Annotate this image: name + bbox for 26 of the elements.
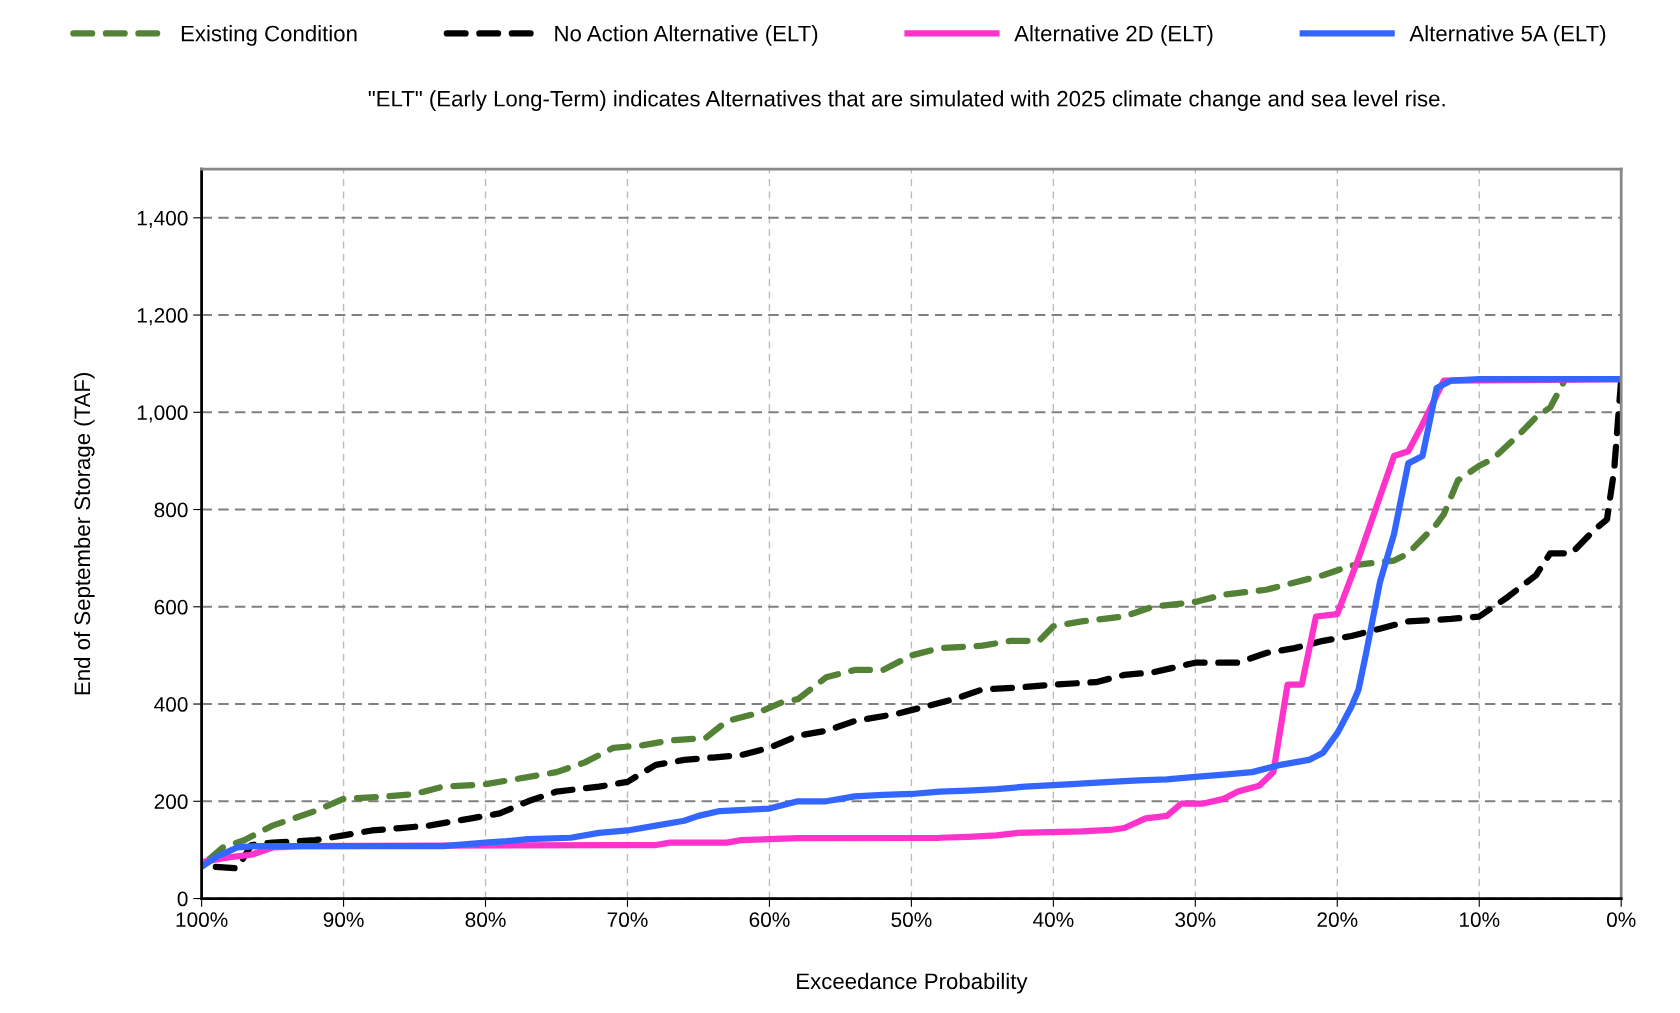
y-tick-label: 0 (177, 891, 188, 907)
y-tick-label: 400 (154, 697, 188, 712)
y-tick-label: 600 (154, 599, 188, 615)
x-tick-label: 90% (323, 912, 364, 928)
x-tick-label: 80% (465, 912, 506, 928)
y-tick-label: 1,200 (137, 308, 188, 326)
x-tick-label: 20% (1317, 912, 1358, 928)
y-tick-label: 1,000 (137, 405, 188, 423)
x-axis-title: Exceedance Probability (797, 972, 1028, 994)
legend-label: Alternative 5A (ELT) (1409, 25, 1606, 46)
legend-label: Existing Condition (181, 25, 357, 46)
legend-label: Alternative 2D (ELT) (1014, 25, 1213, 46)
x-tick-label: 0% (1606, 912, 1636, 928)
x-tick-label: 50% (891, 912, 932, 928)
x-tick-label: 40% (1032, 912, 1074, 928)
y-axis-title: End of September Storage (TAF) (73, 373, 95, 695)
x-tick-label: 10% (1459, 912, 1500, 928)
x-tick-label: 100% (176, 912, 228, 928)
x-tick-label: 60% (749, 912, 790, 928)
y-tick-label: 200 (154, 794, 188, 810)
legend-label: No Action Alternative (ELT) (555, 25, 818, 46)
x-tick-label: 70% (607, 912, 648, 928)
y-tick-label: 800 (154, 502, 188, 518)
x-tick-label: 30% (1175, 912, 1216, 928)
chart-subtitle: "ELT" (Early Long-Term) indicates Alternatives that are simulated with 2025 climate change and sea level rise. (368, 90, 1445, 111)
y-tick-label: 1,400 (137, 210, 188, 229)
